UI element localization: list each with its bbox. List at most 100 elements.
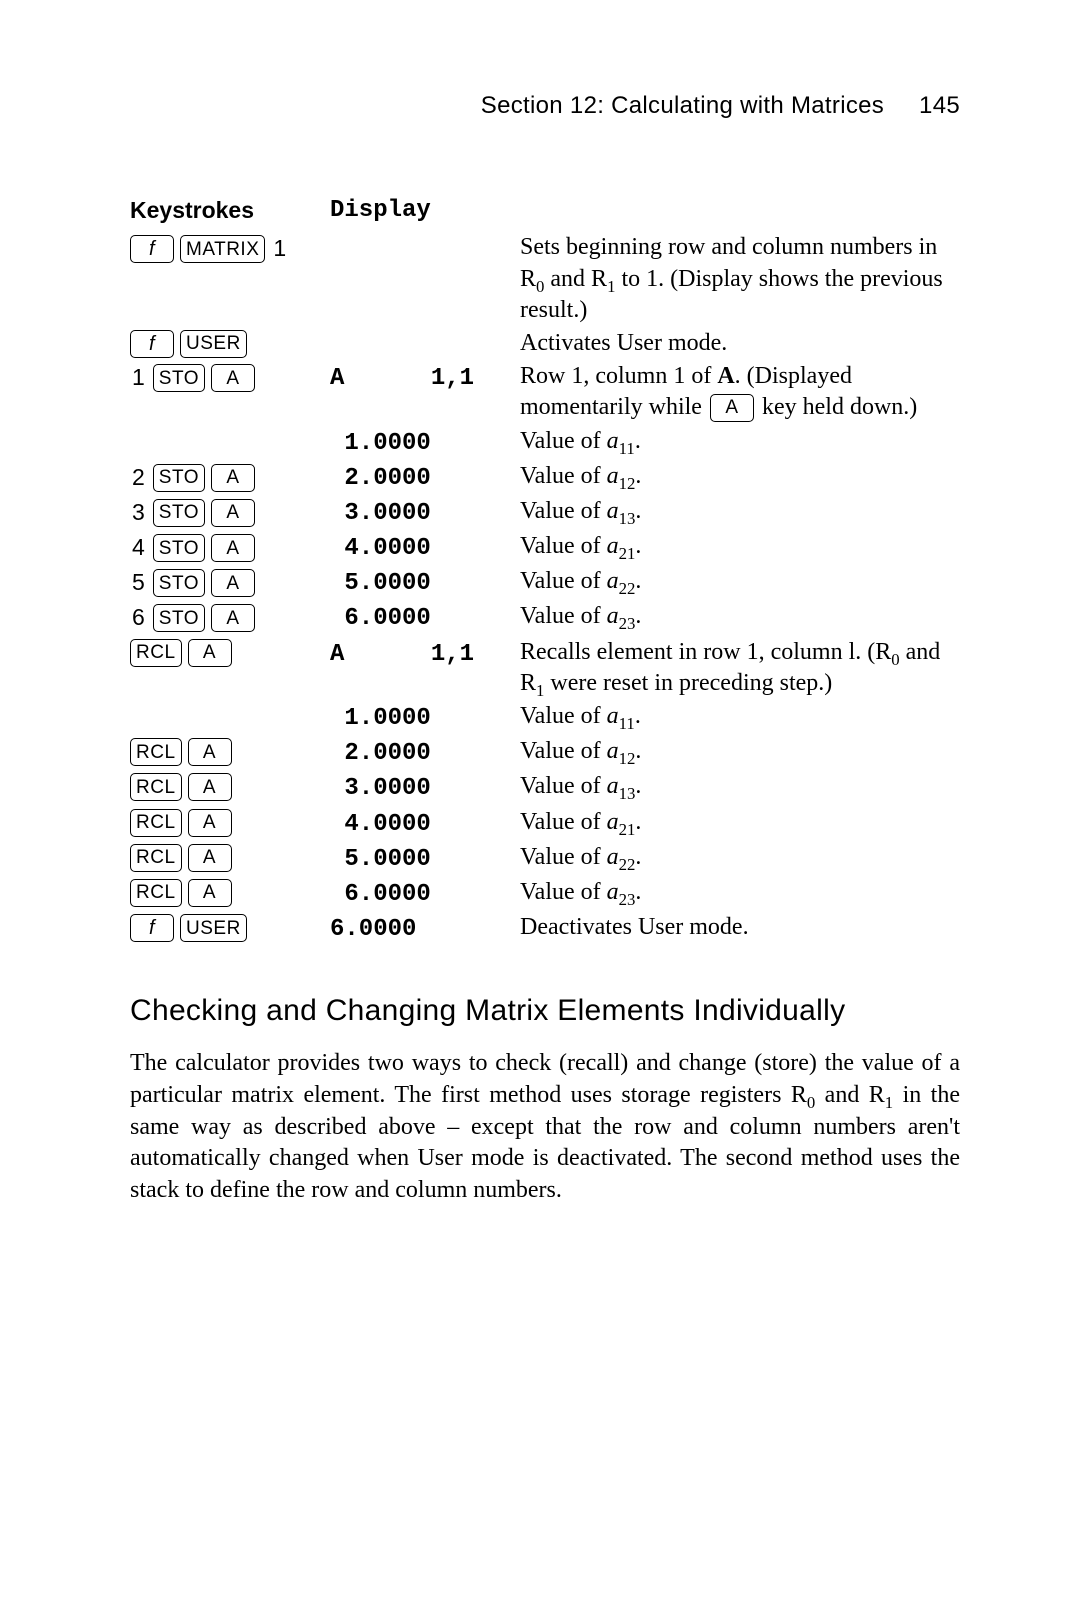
page-number: 145 [919, 90, 960, 121]
key-sto: STO [153, 499, 205, 527]
key-rcl: RCL [130, 639, 182, 667]
description-cell: Activates User mode. [520, 328, 960, 359]
keystroke-literal: 3 [130, 498, 147, 528]
key-sto: STO [153, 534, 205, 562]
key-a: A [211, 569, 255, 597]
key-f: f [130, 330, 174, 358]
display-cell: 3.0000 [330, 496, 520, 529]
table-row: RCLA 6.0000Value of a23. [130, 877, 960, 910]
table-row: RCLA 5.0000Value of a22. [130, 842, 960, 875]
description-cell: Value of a23. [520, 601, 960, 632]
keystrokes-cell: fUSER [130, 912, 330, 942]
display-cell: 6.0000 [330, 912, 520, 945]
table-row: fUSER Activates User mode. [130, 328, 960, 359]
col-header-keystrokes: Keystrokes [130, 193, 330, 226]
table-row: RCLA 4.0000Value of a21. [130, 807, 960, 840]
col-header-display: Display [330, 193, 520, 226]
description-cell: Row 1, column 1 of A. (Displayed momenta… [520, 361, 960, 423]
table-row: 4STOA 4.0000Value of a21. [130, 531, 960, 564]
table-row: RCLA 3.0000Value of a13. [130, 771, 960, 804]
key-a: A [188, 773, 232, 801]
description-cell: Value of a23. [520, 877, 960, 908]
table-row: 1.0000Value of a11. [130, 701, 960, 734]
key-a: A [211, 364, 255, 392]
key-a: A [188, 738, 232, 766]
key-a: A [188, 639, 232, 667]
display-cell: 4.0000 [330, 531, 520, 564]
display-cell: A 1,1 [330, 361, 520, 394]
display-cell [330, 232, 520, 234]
key-user: USER [180, 330, 247, 358]
key-matrix: MATRIX [180, 235, 265, 263]
keystrokes-cell: RCLA [130, 736, 330, 766]
keystrokes-cell: RCLA [130, 877, 330, 907]
keystrokes-cell: RCLA [130, 637, 330, 667]
display-cell [330, 328, 520, 330]
description-cell: Value of a22. [520, 566, 960, 597]
key-a: A [211, 534, 255, 562]
keystrokes-cell: fUSER [130, 328, 330, 358]
keystroke-literal: 1 [130, 363, 147, 393]
description-cell: Deactivates User mode. [520, 912, 960, 943]
key-sto: STO [153, 464, 205, 492]
key-a: A [211, 464, 255, 492]
keystrokes-cell: 5STOA [130, 566, 330, 598]
table-column-headers: Keystrokes Display [130, 193, 960, 226]
display-cell: 1.0000 [330, 426, 520, 459]
display-cell: 3.0000 [330, 771, 520, 804]
keystrokes-cell [130, 426, 330, 428]
table-row: 1STOAA 1,1Row 1, column 1 of A. (Display… [130, 361, 960, 423]
keystrokes-cell: 2STOA [130, 461, 330, 493]
keystroke-table: fMATRIX1Sets beginning row and column nu… [130, 232, 960, 945]
table-row: 1.0000Value of a11. [130, 426, 960, 459]
description-cell: Value of a21. [520, 807, 960, 838]
key-a: A [211, 604, 255, 632]
description-cell: Value of a21. [520, 531, 960, 562]
keystrokes-cell: fMATRIX1 [130, 232, 330, 264]
keystroke-literal: 1 [271, 234, 288, 264]
keystroke-literal: 4 [130, 533, 147, 563]
description-cell: Recalls element in row 1, column l. (R0 … [520, 637, 960, 699]
key-sto: STO [153, 364, 205, 392]
running-header: Section 12: Calculating with Matrices 14… [130, 90, 960, 121]
keystrokes-cell: RCLA [130, 771, 330, 801]
description-cell: Value of a22. [520, 842, 960, 873]
key-rcl: RCL [130, 879, 182, 907]
key-sto: STO [153, 604, 205, 632]
keystrokes-cell: 6STOA [130, 601, 330, 633]
table-row: RCLA 2.0000Value of a12. [130, 736, 960, 769]
description-cell: Value of a13. [520, 496, 960, 527]
table-row: 2STOA 2.0000Value of a12. [130, 461, 960, 494]
description-cell: Value of a11. [520, 701, 960, 732]
description-cell: Value of a11. [520, 426, 960, 457]
table-row: 5STOA 5.0000Value of a22. [130, 566, 960, 599]
description-cell: Value of a12. [520, 461, 960, 492]
table-row: fMATRIX1Sets beginning row and column nu… [130, 232, 960, 326]
key-user: USER [180, 914, 247, 942]
key-rcl: RCL [130, 809, 182, 837]
display-cell: 2.0000 [330, 461, 520, 494]
table-row: RCLAA 1,1Recalls element in row 1, colum… [130, 637, 960, 699]
display-cell: 5.0000 [330, 842, 520, 875]
key-rcl: RCL [130, 844, 182, 872]
description-cell: Value of a13. [520, 771, 960, 802]
key-sto: STO [153, 569, 205, 597]
key-rcl: RCL [130, 738, 182, 766]
key-a: A [188, 879, 232, 907]
keystrokes-cell [130, 701, 330, 703]
section-title: Section 12: Calculating with Matrices [481, 92, 884, 119]
key-f: f [130, 914, 174, 942]
body-paragraph: The calculator provides two ways to chec… [130, 1048, 960, 1206]
display-cell: 4.0000 [330, 807, 520, 840]
table-row: 3STOA 3.0000Value of a13. [130, 496, 960, 529]
keystroke-literal: 6 [130, 603, 147, 633]
display-cell: 1.0000 [330, 701, 520, 734]
description-cell: Value of a12. [520, 736, 960, 767]
keystrokes-cell: RCLA [130, 842, 330, 872]
keystrokes-cell: RCLA [130, 807, 330, 837]
keystroke-literal: 5 [130, 568, 147, 598]
keystrokes-cell: 1STOA [130, 361, 330, 393]
section-heading: Checking and Changing Matrix Elements In… [130, 991, 960, 1030]
display-cell: 2.0000 [330, 736, 520, 769]
display-cell: 5.0000 [330, 566, 520, 599]
